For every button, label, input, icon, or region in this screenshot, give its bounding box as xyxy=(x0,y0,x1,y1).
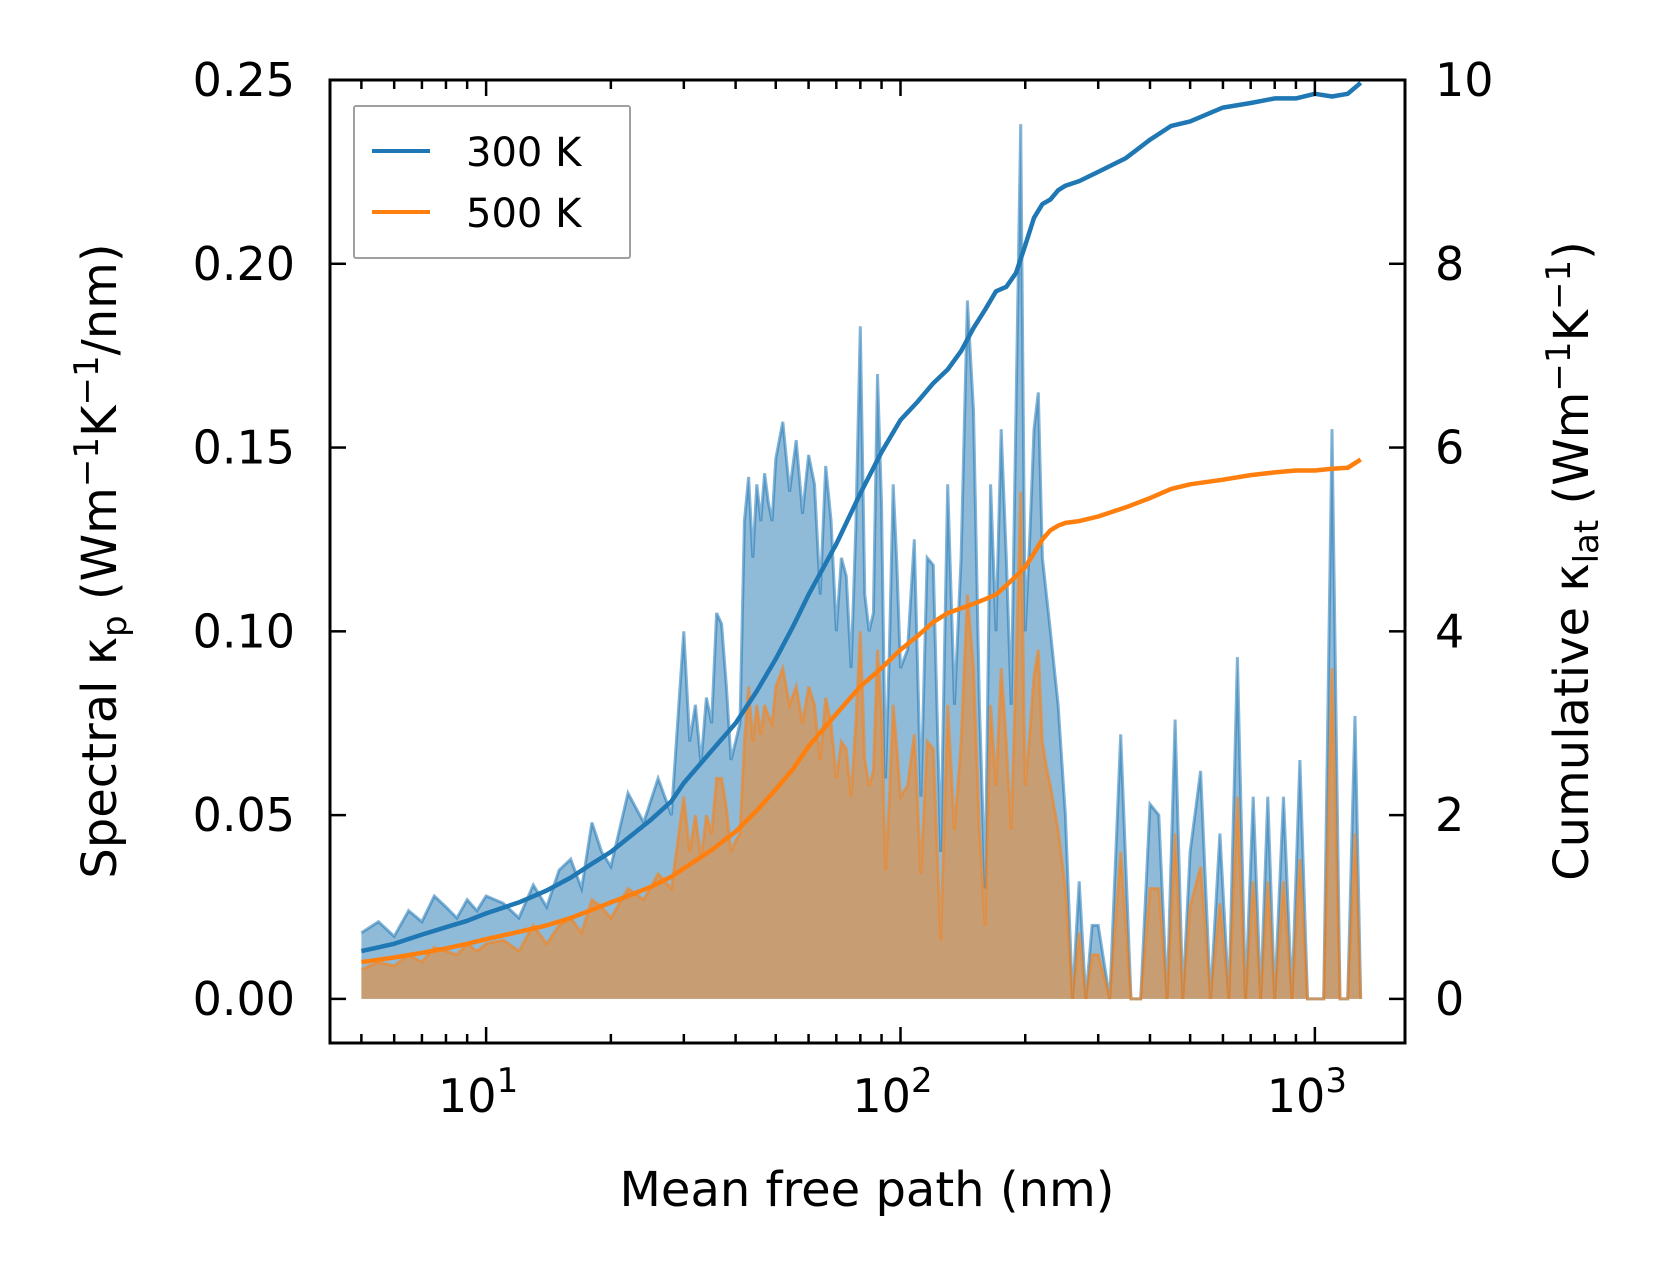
spectral-fill-300k xyxy=(361,124,1361,999)
y-axis-label-right: Cumulative κlat (Wm−1K−1) xyxy=(1539,241,1607,881)
spectral-line-300k xyxy=(360,124,1363,1001)
y-right-tick-label: 6 xyxy=(1435,421,1464,475)
y-left-tick-label: 0.15 xyxy=(193,421,295,475)
y-right-tick-label: 2 xyxy=(1435,788,1464,842)
cumulative-line-500k xyxy=(361,457,1362,965)
legend-label-300k: 300 K xyxy=(466,130,583,176)
legend-label-500k: 500 K xyxy=(466,191,583,237)
y-left-tick-label: 0.20 xyxy=(193,237,295,291)
x-axis-label: Mean free path (nm) xyxy=(620,1162,1115,1218)
y-axis-label-left: Spectral κp (Wm−1K−1/nm) xyxy=(67,243,135,878)
plot-area xyxy=(360,81,1363,1001)
legend-box xyxy=(353,105,631,259)
y-left-tick-label: 0.05 xyxy=(193,788,295,842)
y-right-tick-label: 4 xyxy=(1435,604,1464,658)
x-tick-label: 102 xyxy=(852,1061,932,1123)
y-left-tick-label: 0.00 xyxy=(193,972,295,1026)
legend: 300 K 500 K xyxy=(353,105,631,259)
y-left-tick-label: 0.10 xyxy=(193,604,295,658)
spectral-fill-500k xyxy=(361,491,1361,999)
x-tick-label: 101 xyxy=(438,1061,518,1123)
axes-frame xyxy=(328,78,1407,1045)
y-right-tick-label: 10 xyxy=(1435,53,1494,107)
y-right-tick-label: 0 xyxy=(1435,972,1464,1026)
y-right-tick-label: 8 xyxy=(1435,237,1464,291)
x-tick-label: 103 xyxy=(1267,1061,1347,1123)
cumulative-line-300k xyxy=(360,81,1363,954)
y-left-tick-label: 0.25 xyxy=(193,53,295,107)
